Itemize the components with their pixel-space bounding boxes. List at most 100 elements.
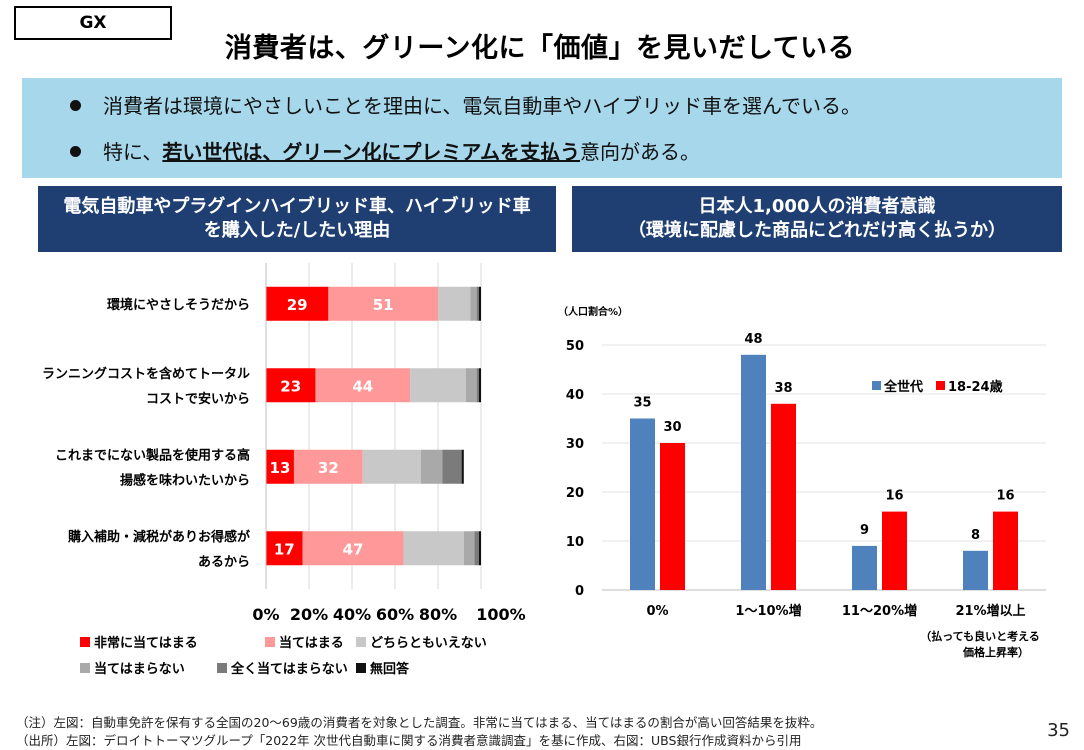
category-label: ランニングコストを含めてトータル xyxy=(42,366,250,382)
data-label: 51 xyxy=(373,296,394,314)
x-tick-label: 21%増以上 xyxy=(955,603,1025,619)
bullet-2-post: 意向がある。 xyxy=(580,140,701,164)
data-label: 8 xyxy=(971,528,980,543)
x-tick-label: 60% xyxy=(376,605,414,624)
data-label: 48 xyxy=(744,332,762,347)
x-tick-label: 0% xyxy=(252,605,279,624)
x-tick-label: 40% xyxy=(333,605,371,624)
bar xyxy=(882,511,907,590)
data-label: 47 xyxy=(343,540,364,558)
bar-segment xyxy=(328,286,438,321)
legend-swatch xyxy=(80,637,90,647)
bar-segment xyxy=(470,286,477,321)
bar xyxy=(771,403,796,590)
bullet-1: 消費者は環境にやさしいことを理由に、電気自動車やハイブリッド車を選んでいる。 xyxy=(70,90,861,119)
bar-segment xyxy=(478,531,481,566)
data-label: 32 xyxy=(318,459,339,477)
bar-segment xyxy=(302,531,404,566)
data-label: 38 xyxy=(774,381,792,396)
bullet-dot-icon xyxy=(70,146,81,157)
x-axis-label: 価格上昇率） xyxy=(962,645,1029,659)
data-label: 35 xyxy=(633,396,651,411)
bar-segment xyxy=(478,368,481,403)
x-tick-label: 0% xyxy=(646,604,668,619)
category-label: コストで安いから xyxy=(146,391,250,407)
legend-label: 無回答 xyxy=(370,661,410,677)
right-header-line2: （環境に配慮した商品にどれだけ高く払うか） xyxy=(628,220,1006,241)
legend-swatch xyxy=(872,381,881,390)
category-label: 揚感を味わいたいから xyxy=(120,472,250,488)
bar-segment xyxy=(293,449,363,484)
left-header-line1: 電気自動車やプラグインハイブリッド車、ハイブリッド車 xyxy=(63,196,531,217)
category-label: 購入補助・減税がありお得感が xyxy=(67,529,250,545)
y-tick-label: 50 xyxy=(566,339,584,354)
category-label: これまでにない製品を使用する高 xyxy=(55,447,250,463)
bar-segment xyxy=(474,531,479,566)
bar-segment xyxy=(266,368,316,403)
data-label: 23 xyxy=(280,377,301,395)
data-label: 16 xyxy=(885,489,903,504)
bar-segment xyxy=(362,449,421,484)
data-label: 30 xyxy=(663,420,681,435)
bar-segment xyxy=(442,449,462,484)
legend-label: 当てはまる xyxy=(279,635,344,651)
bullet-dot-icon xyxy=(70,100,81,111)
legend-label: 全世代 xyxy=(883,379,923,395)
section-tag: GX xyxy=(14,6,172,40)
bar xyxy=(852,545,877,590)
bar-segment xyxy=(266,531,303,566)
bar xyxy=(741,354,766,590)
y-tick-label: 10 xyxy=(566,535,584,550)
premium-willingness-bar-chart: （人口割合%） 0 10 20 30 40 50 0% 35 30 1～10%増 48 38 11～20%… xyxy=(560,305,1046,659)
y-tick-label: 20 xyxy=(566,486,584,501)
x-tick-label: 11～20%増 xyxy=(842,603,917,619)
source-note: （出所）左図：デロイトトーマツグループ「2022年 次世代自動車に関する消費者意… xyxy=(16,733,802,748)
bullet-2-emphasis: 若い世代は、グリーン化にプレミアムを支払う xyxy=(162,140,581,164)
bar-segment xyxy=(461,449,464,484)
bar-segment xyxy=(476,368,479,403)
data-label: 17 xyxy=(274,540,295,558)
bar-segment xyxy=(420,449,443,484)
y-tick-label: 30 xyxy=(566,437,584,452)
y-axis-label: （人口割合%） xyxy=(560,305,628,318)
data-label: 9 xyxy=(860,523,869,538)
bar-segment xyxy=(476,286,479,321)
data-label: 44 xyxy=(352,377,373,395)
footnote: （注）左図：自動車免許を保有する全国の20～69歳の消費者を対象とした調査。非常… xyxy=(16,715,823,730)
data-label: 13 xyxy=(270,459,291,477)
y-tick-label: 0 xyxy=(575,584,584,599)
bar-segment xyxy=(410,368,466,403)
bullet-1-text: 消費者は環境にやさしいことを理由に、電気自動車やハイブリッド車を選んでいる。 xyxy=(103,94,861,118)
legend-swatch xyxy=(80,663,90,673)
summary-box: 消費者は環境にやさしいことを理由に、電気自動車やハイブリッド車を選んでいる。 特… xyxy=(22,78,1062,178)
bullet-2-pre: 特に、 xyxy=(103,140,163,164)
right-header-line1: 日本人1,000人の消費者意識 xyxy=(698,196,936,217)
bar-segment xyxy=(465,368,477,403)
category-label: あるから xyxy=(198,555,250,570)
bar-segment xyxy=(403,531,464,566)
bar xyxy=(660,443,685,590)
legend-swatch xyxy=(217,663,227,673)
bar-segment xyxy=(463,531,475,566)
x-tick-label: 100% xyxy=(476,605,525,624)
legend-swatch xyxy=(356,663,366,673)
x-tick-label: 20% xyxy=(290,605,328,624)
legend-label: 非常に当てはまる xyxy=(94,635,198,651)
legend-swatch xyxy=(265,637,275,647)
bar xyxy=(963,550,988,590)
bar xyxy=(993,511,1018,590)
data-label: 29 xyxy=(287,296,308,314)
reasons-stacked-bar-chart: 0% 20% 40% 60% 80% 100% 環境にやさしそうだから 29 51 ランニングコス… xyxy=(42,263,526,677)
x-axis-label: （払っても良いと考える xyxy=(920,629,1040,643)
legend-label: どちらともいえない xyxy=(370,636,487,651)
legend-label: 全く当てはまらない xyxy=(230,661,348,677)
bar-segment xyxy=(315,368,411,403)
y-tick-label: 40 xyxy=(566,388,584,403)
legend-label: 当てはまらない xyxy=(94,661,185,677)
bullet-2: 特に、若い世代は、グリーン化にプレミアムを支払う意向がある。 xyxy=(70,136,700,165)
legend-swatch xyxy=(356,637,366,647)
category-label: 環境にやさしそうだから xyxy=(107,297,250,313)
bar-segment xyxy=(438,286,471,321)
x-tick-label: 1～10%増 xyxy=(735,603,801,619)
right-chart-header: 日本人1,000人の消費者意識 （環境に配慮した商品にどれだけ高く払うか） xyxy=(572,186,1062,252)
